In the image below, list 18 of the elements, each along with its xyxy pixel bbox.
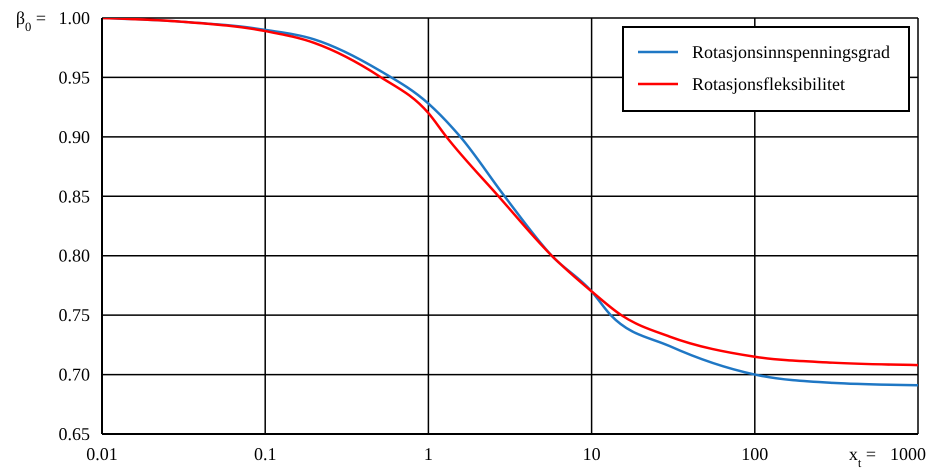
legend-label: Rotasjonsinnspenningsgrad bbox=[692, 42, 890, 62]
y-tick-label: 0.70 bbox=[58, 364, 90, 385]
y-tick-label: 0.95 bbox=[58, 67, 90, 88]
x-tick-label: 0.1 bbox=[254, 444, 276, 464]
y-axis-title: β$_{0}$ = bbox=[16, 8, 46, 34]
y-tick-label: 0.85 bbox=[58, 186, 90, 206]
y-tick-label: 0.75 bbox=[58, 305, 90, 326]
x-tick-label: 1000 bbox=[890, 444, 926, 464]
y-tick-label: 1.00 bbox=[58, 8, 90, 28]
y-tick-label: 0.80 bbox=[58, 246, 90, 266]
y-tick-label: 0.65 bbox=[58, 424, 90, 444]
x-tick-label: 0.01 bbox=[86, 444, 118, 464]
x-axis-title: x$_{t}$ = bbox=[848, 444, 876, 470]
y-tick-label: 0.90 bbox=[58, 126, 90, 147]
x-tick-label: 1 bbox=[424, 444, 433, 464]
legend-label: Rotasjonsfleksibilitet bbox=[692, 74, 845, 94]
x-tick-label: 100 bbox=[741, 444, 768, 464]
x-tick-label: 10 bbox=[582, 444, 601, 464]
